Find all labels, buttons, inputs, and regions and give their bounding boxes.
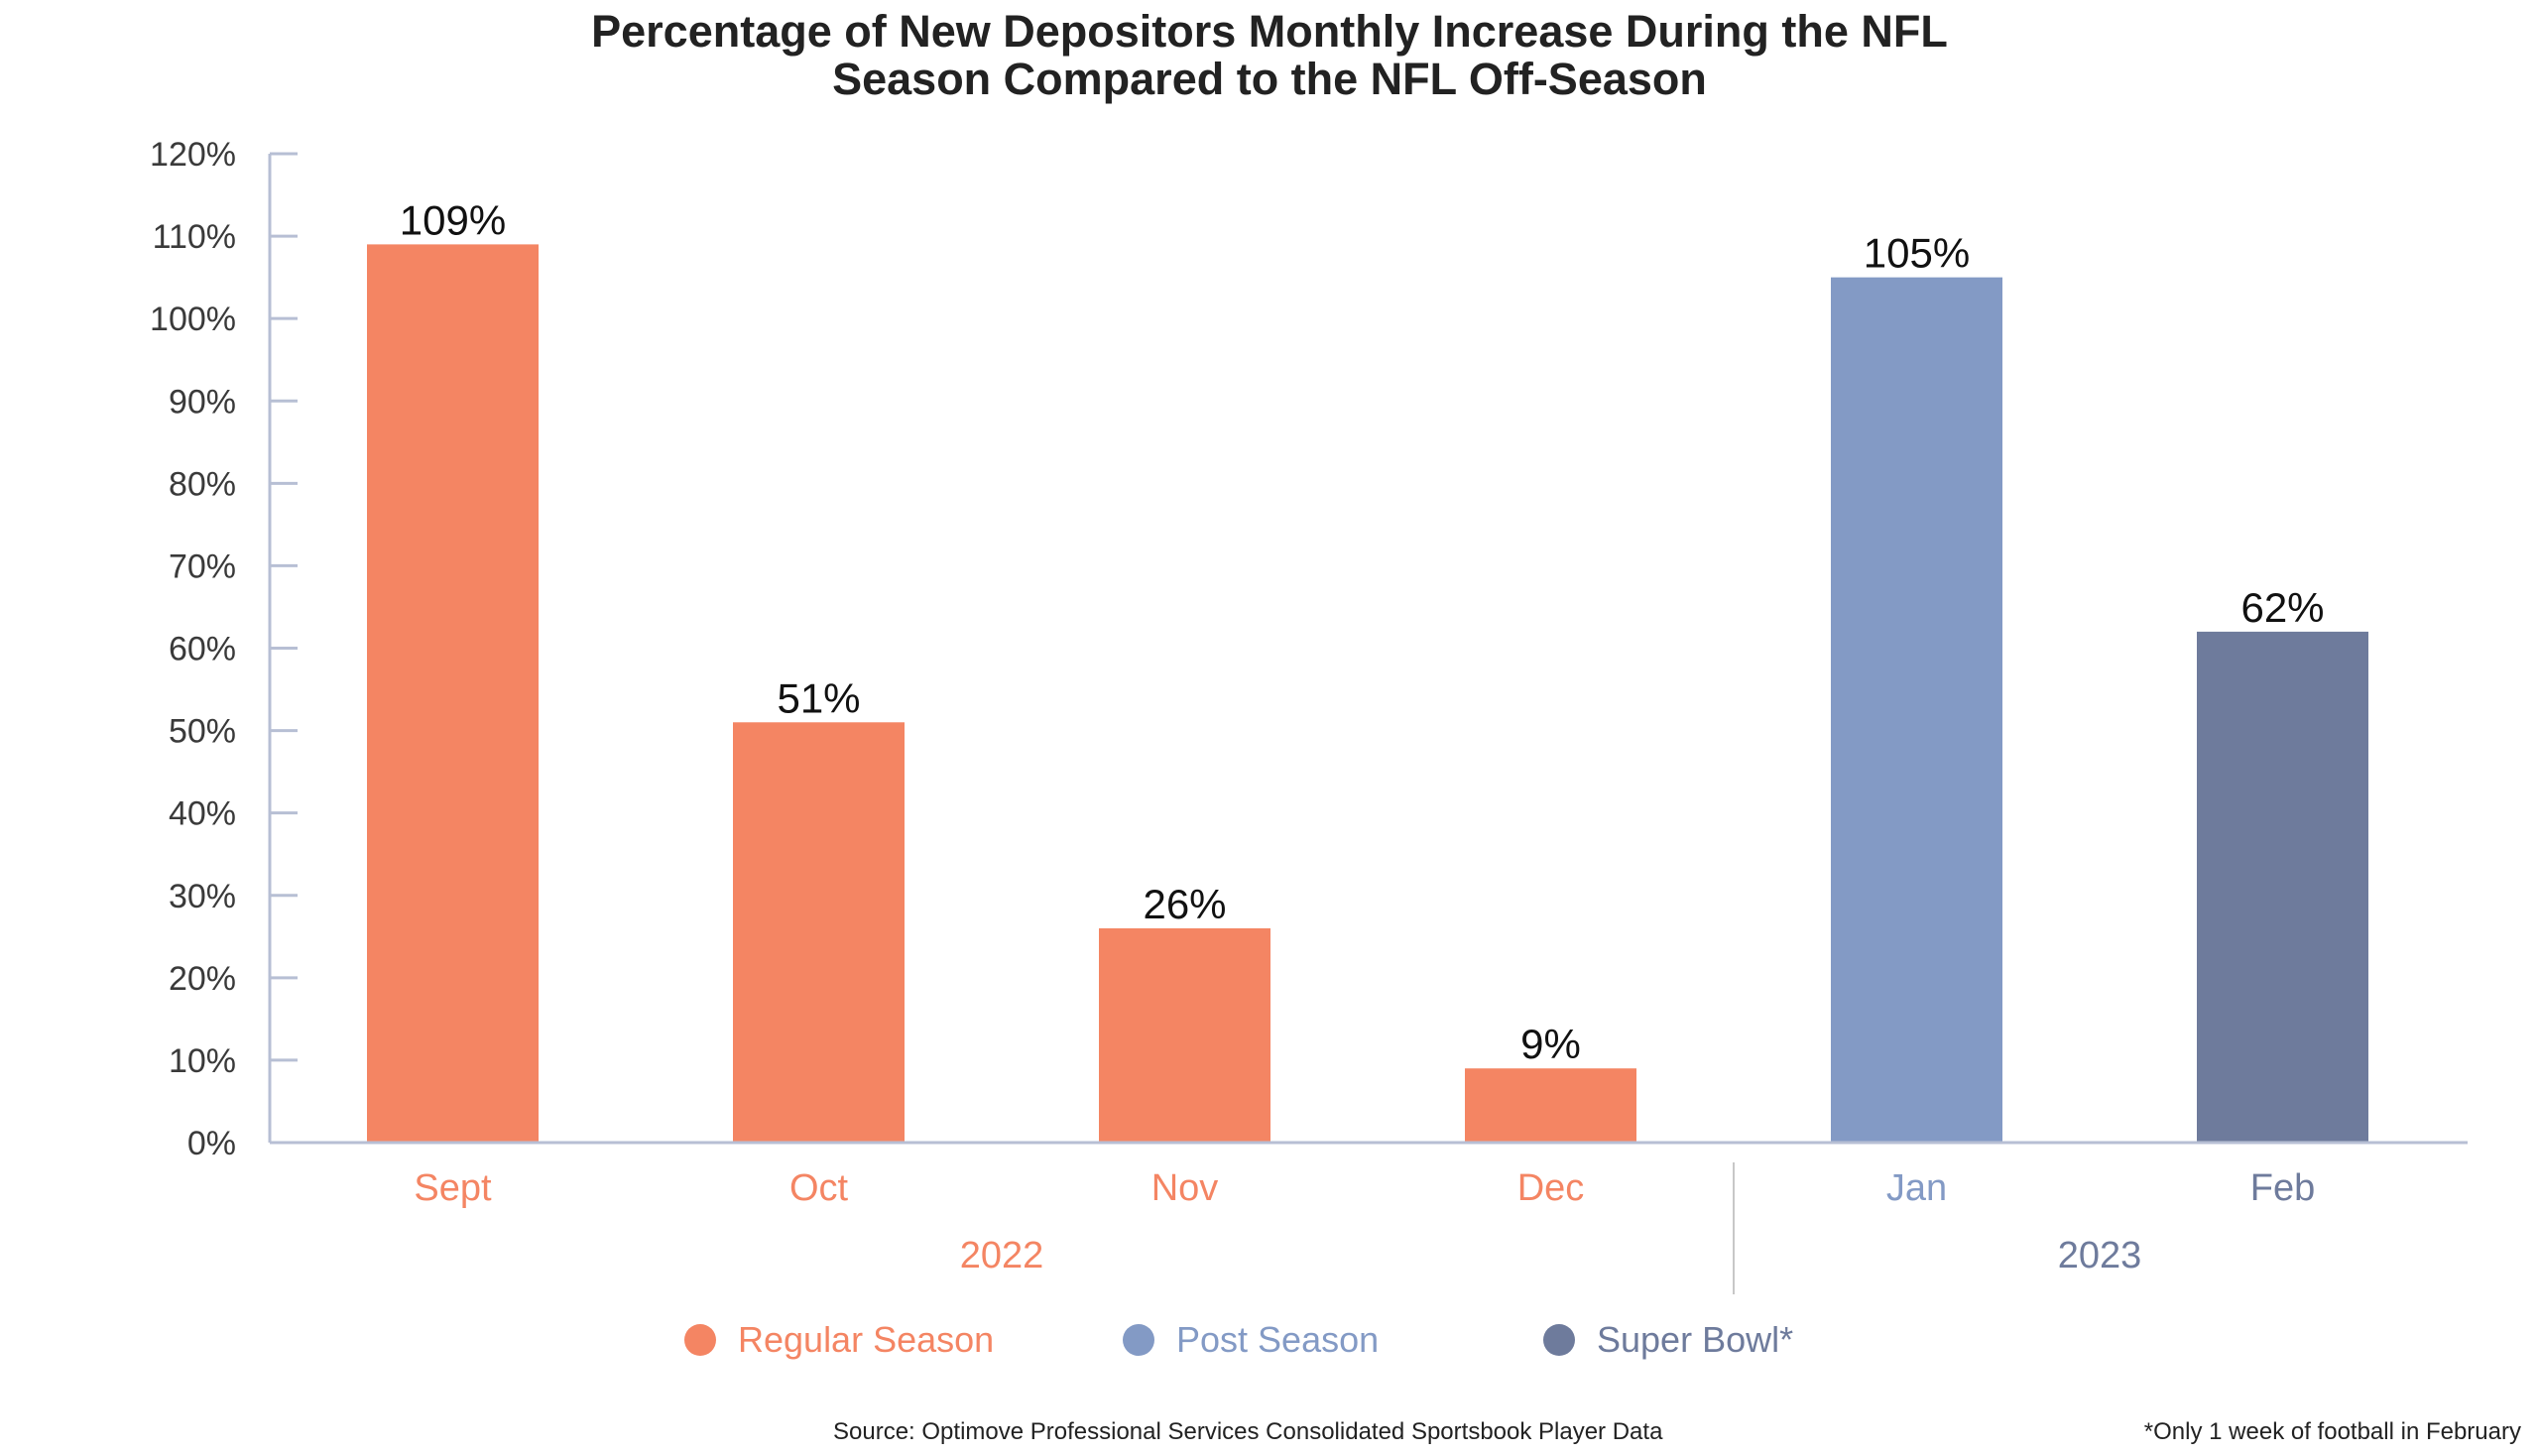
footnote: *Only 1 week of football in February (2143, 1418, 2521, 1445)
legend-swatch-super-bowl (1543, 1324, 1575, 1356)
chart-title: Percentage of New Depositors Monthly Inc… (0, 8, 2539, 103)
chart-title-line-2: Season Compared to the NFL Off-Season (832, 54, 1707, 104)
y-tick-label: 10% (169, 1042, 236, 1080)
x-tick-label: Oct (789, 1167, 849, 1209)
data-label: 105% (1864, 230, 1970, 277)
y-tick-label: 0% (187, 1125, 236, 1162)
y-tick-label: 80% (169, 465, 236, 503)
data-label: 26% (1143, 881, 1226, 927)
bar-sept (367, 244, 539, 1143)
bar-feb (2197, 631, 2368, 1143)
y-tick-label: 50% (169, 713, 236, 751)
y-tick-label: 40% (169, 795, 236, 833)
y-tick-label: 90% (169, 383, 236, 421)
y-tick-label: 110% (153, 218, 236, 256)
bar-dec (1465, 1068, 1636, 1143)
data-label: 62% (2240, 584, 2324, 631)
y-tick-label: 70% (169, 547, 236, 585)
data-label: 9% (1520, 1021, 1581, 1067)
legend-swatch-regular-season (684, 1324, 716, 1356)
x-tick-label: Feb (2250, 1167, 2315, 1209)
legend-item-post-season: Post Season (1123, 1315, 1379, 1365)
y-tick-label: 60% (169, 631, 236, 668)
x-tick-label: Nov (1151, 1167, 1219, 1209)
data-label: 109% (400, 196, 506, 243)
bar-jan (1831, 277, 2002, 1143)
data-label: 51% (777, 674, 860, 721)
source-note: Source: Optimove Professional Services C… (833, 1418, 1663, 1445)
bar-nov (1099, 927, 1270, 1143)
x-tick-label: Sept (414, 1167, 492, 1209)
x-tick-label: Jan (1886, 1167, 1947, 1209)
legend-label-super-bowl: Super Bowl* (1597, 1319, 1794, 1360)
year-group-label: 2022 (960, 1235, 1044, 1276)
legend-label-regular-season: Regular Season (738, 1319, 995, 1360)
y-tick-label: 100% (150, 301, 236, 338)
y-tick-label: 20% (169, 960, 236, 998)
x-tick-label: Dec (1517, 1167, 1585, 1209)
bar-chart: 0% 10% 20% 30% 40% 50% 60% 70% 80% 90% 100% 110% 120… (150, 136, 2468, 1294)
legend-swatch-post-season (1123, 1324, 1154, 1356)
legend-label-post-season: Post Season (1176, 1319, 1380, 1360)
chart-title-line-1: Percentage of New Depositors Monthly Inc… (591, 6, 1948, 57)
legend-item-super-bowl: Super Bowl* (1543, 1315, 1793, 1365)
legend-item-regular-season: Regular Season (684, 1315, 994, 1365)
bar-oct (733, 722, 905, 1143)
y-tick-label: 120% (150, 136, 236, 174)
year-group-label: 2023 (2058, 1235, 2142, 1276)
y-tick-label: 30% (169, 878, 236, 915)
